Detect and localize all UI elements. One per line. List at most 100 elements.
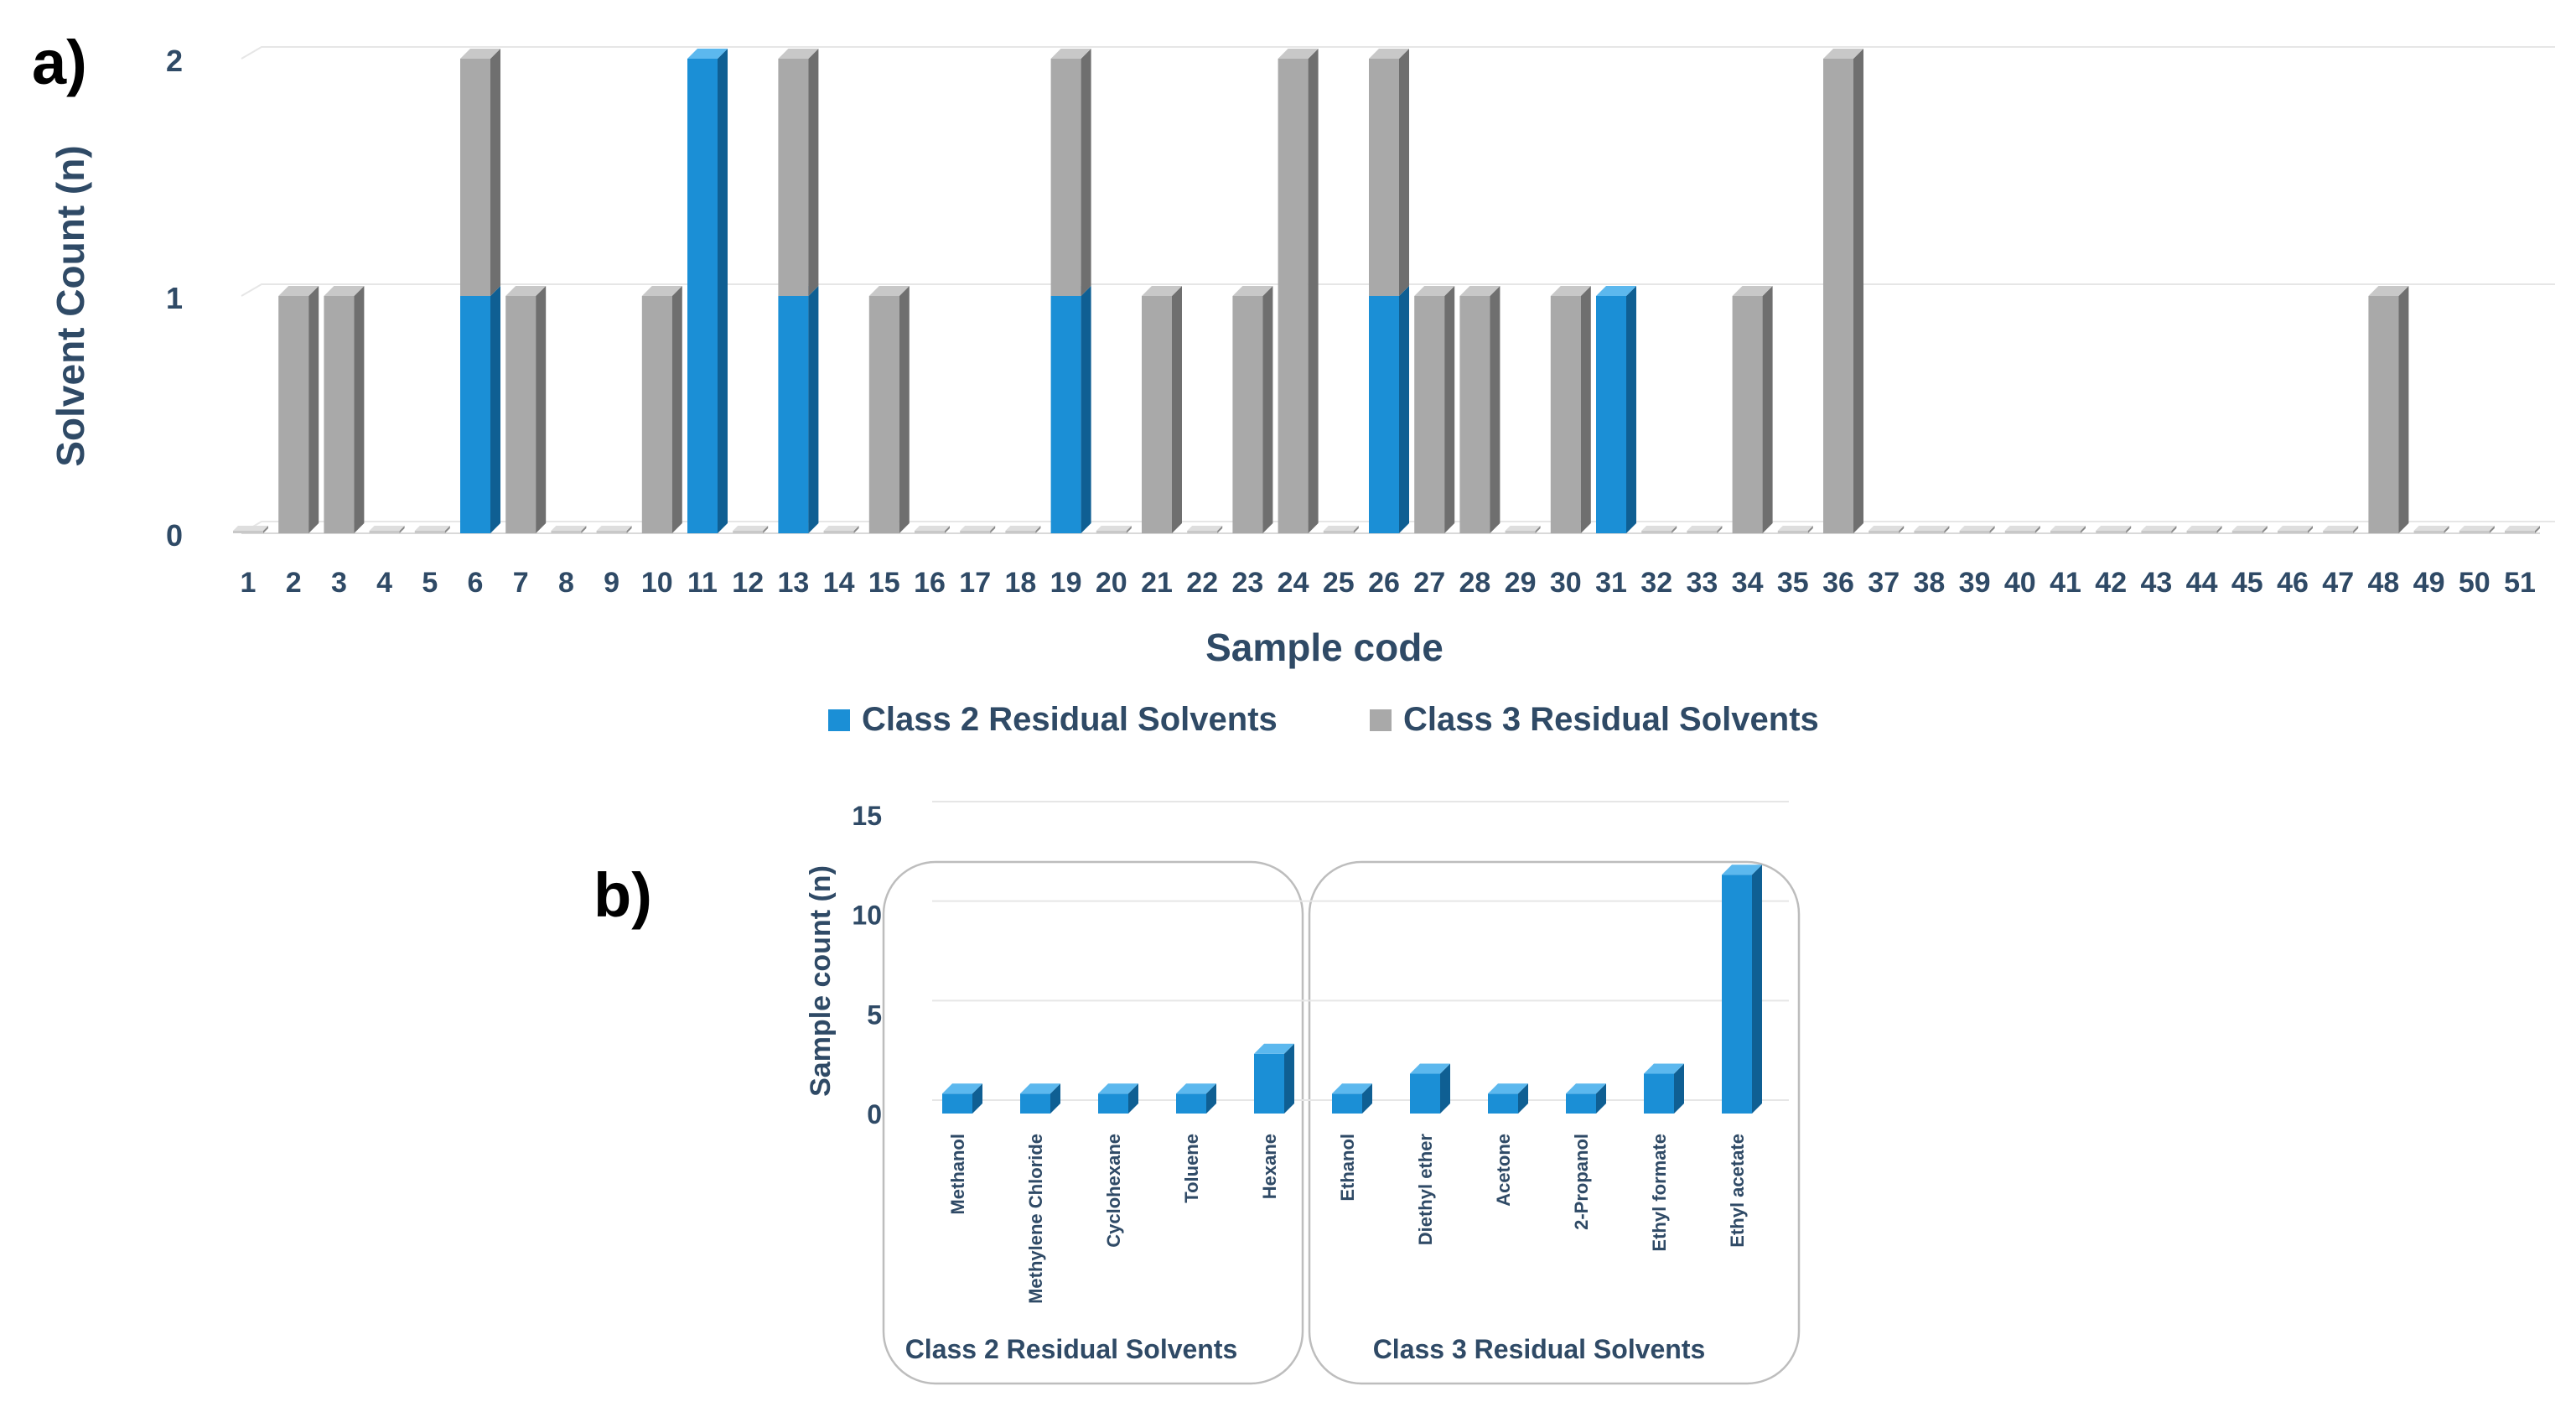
chart-a-ytick: 2 [166, 44, 183, 78]
chart-a-empty-bar-side [1717, 526, 1723, 533]
chart-a-empty-bar-top [1096, 526, 1132, 531]
chart-a-bar-class3-top [868, 286, 910, 296]
chart-a-empty-bar-front [823, 531, 854, 533]
chart-a-empty-bar-top [1959, 526, 1995, 531]
chart-a-empty-bar-side [2489, 526, 2495, 533]
chart-b-bar-front [1254, 1053, 1284, 1114]
chart-a-bar-class3-front [1278, 59, 1309, 533]
chart-a-empty-bar [1777, 526, 1813, 533]
chart-a-empty-bar [1505, 526, 1541, 533]
chart-a-bar-class3-front [868, 296, 899, 533]
chart-a-empty-bar-top [369, 526, 405, 531]
chart-a-empty-bar-front [1005, 531, 1036, 533]
chart-b-bar-front [1332, 1093, 1362, 1114]
chart-a-empty-bar-top [915, 526, 950, 531]
chart-a-empty-bar-front [960, 531, 991, 533]
chart-a-empty-bar-side [1126, 526, 1132, 533]
chart-b-category-label: Methanol [947, 1134, 968, 1215]
chart-a-bar-class3-top [460, 49, 500, 59]
chart-a-empty-bar-side [263, 526, 268, 533]
group-label-class3: Class 3 Residual Solvents [1373, 1334, 1706, 1364]
chart-a-bar-class2-front [1050, 296, 1081, 533]
chart-a-bar-class3 [1732, 286, 1773, 533]
chart-a-xtick: 14 [823, 567, 855, 599]
chart-a-bar-class2-front [1596, 296, 1626, 533]
chart-b-bar [1410, 1063, 1450, 1114]
chart-a-bar-class3 [1459, 286, 1501, 533]
chart-a-bar-class3-front [1050, 59, 1081, 296]
chart-a-empty-bar-top [1914, 526, 1950, 531]
chart-a-bar-class3-front [1459, 296, 1490, 533]
chart-a-bar-class3-front [778, 59, 809, 296]
chart-a-xtick: 45 [2231, 567, 2263, 599]
chart-b-category-label: Acetone [1493, 1134, 1514, 1207]
chart-a-bar-class2-front [1369, 296, 1399, 533]
chart-a-empty-bar-side [1899, 526, 1905, 533]
chart-b-category-label: Toluene [1181, 1134, 1202, 1203]
chart-a-empty-bar-front [2413, 531, 2444, 533]
chart-b-bar-side [972, 1083, 982, 1114]
chart-a-bar-class3-side [1262, 286, 1273, 533]
chart-a-empty-bar-top [1323, 526, 1359, 531]
chart-a-bar-class3 [324, 286, 365, 533]
chart-a-gridline [241, 283, 2555, 297]
chart-a-bar-class3-top [1823, 49, 1863, 59]
chart-a-empty-bar-top [823, 526, 859, 531]
chart-a-ytick: 1 [166, 281, 183, 315]
chart-a-empty-bar-top [1505, 526, 1541, 531]
chart-a-empty-bar-front [414, 531, 445, 533]
chart-a-empty-bar-side [2216, 526, 2222, 533]
chart-a-gridline [241, 46, 2555, 60]
chart-a-xtick: 18 [1004, 567, 1036, 599]
chart-a-bar-class3-side [1580, 286, 1591, 533]
chart-a-xtick: 39 [1959, 567, 1991, 599]
chart-b-ytick: 10 [852, 901, 882, 931]
chart-a-empty-bar [2231, 526, 2268, 533]
chart-a-xtick: 34 [1732, 567, 1764, 599]
chart-a-empty-bar-top [2323, 526, 2359, 531]
chart-b-category-label: Ethanol [1337, 1134, 1358, 1202]
chart-a-empty-bar-side [763, 526, 769, 533]
chart-a-bar-class2-front [778, 296, 809, 533]
chart-a-empty-bar-front [233, 531, 263, 533]
chart-a-xtick: 51 [2504, 567, 2536, 599]
chart-a-xtick: 40 [2004, 567, 2036, 599]
chart-a-empty-bar-side [1535, 526, 1541, 533]
chart-a-empty-bar-top [551, 526, 587, 531]
chart-a-empty-bar-front [2323, 531, 2354, 533]
chart-a-empty-bar-front [1914, 531, 1945, 533]
chart-a-empty-bar [2459, 526, 2495, 533]
chart-a-empty-bar-front [1641, 531, 1672, 533]
chart-a-bar-class2 [687, 49, 728, 533]
chart-a-xtick: 6 [468, 567, 484, 599]
chart-a-empty-bar-front [1687, 531, 1718, 533]
chart-a-empty-bar-top [1187, 526, 1223, 531]
chart-a-xtick: 24 [1278, 567, 1309, 599]
chart-a-empty-bar-front [1869, 531, 1900, 533]
chart-a-empty-bar-side [626, 526, 632, 533]
chart-a-xtick: 23 [1231, 567, 1263, 599]
chart-b-bar-side [1206, 1083, 1216, 1114]
chart-a-bar-class3-side [1853, 49, 1863, 533]
chart-a-empty-bar-side [2353, 526, 2359, 533]
chart-a-bar-class3-side [1308, 49, 1319, 533]
chart-a-xtick: 30 [1550, 567, 1582, 599]
chart-a-xtick: 26 [1368, 567, 1400, 599]
chart-a-empty-bar [2505, 526, 2540, 533]
chart-a-bar-class3-front [1823, 59, 1853, 533]
chart-a-bar-class3-front [1414, 296, 1445, 533]
legend-class2-label: Class 2 Residual Solvents [862, 701, 1278, 738]
chart-a-xtick: 33 [1686, 567, 1718, 599]
chart-a-empty-bar-side [853, 526, 859, 533]
chart-b-bar-top [1254, 1043, 1294, 1054]
chart-b-bar-top [1410, 1063, 1450, 1074]
chart-a-empty-bar-top [2278, 526, 2313, 531]
chart-b-bar [1254, 1043, 1294, 1114]
chart-a-empty-bar-front [2459, 531, 2490, 533]
chart-a-xlabel: Sample code [1205, 626, 1443, 669]
chart-a-empty-bar-side [2262, 526, 2268, 533]
chart-b-ytick: 15 [852, 801, 882, 831]
chart-a-bar-class2-front [460, 296, 490, 533]
chart-a-bar-class2-side [490, 286, 500, 533]
